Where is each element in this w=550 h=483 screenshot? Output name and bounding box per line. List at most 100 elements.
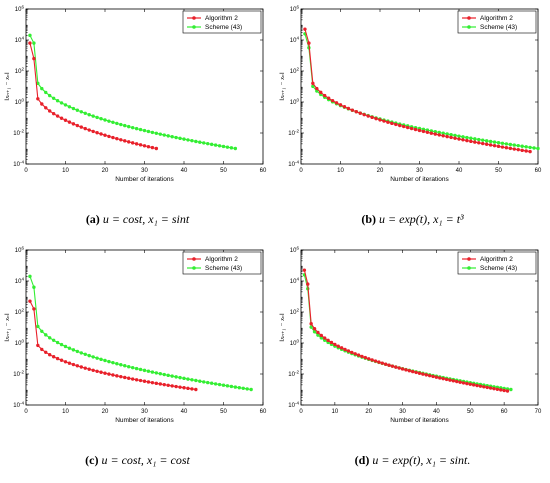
data-point xyxy=(350,108,355,112)
data-point xyxy=(134,142,139,146)
data-point xyxy=(28,41,32,45)
data-point xyxy=(75,108,80,112)
data-point xyxy=(71,362,76,367)
legend-entry: Algorithm 2 xyxy=(480,15,513,22)
data-point xyxy=(306,282,310,286)
data-point xyxy=(99,117,103,121)
legend-marker xyxy=(467,266,471,270)
data-point xyxy=(315,86,319,91)
data-point xyxy=(461,135,465,139)
data-point xyxy=(492,143,497,148)
data-point xyxy=(319,336,324,340)
data-point xyxy=(44,90,48,95)
data-point xyxy=(311,84,315,89)
legend-marker xyxy=(192,16,196,20)
data-point xyxy=(473,140,477,144)
data-point xyxy=(326,338,330,343)
data-point xyxy=(194,139,198,144)
data-point xyxy=(457,134,461,138)
data-point xyxy=(449,135,453,140)
data-point xyxy=(87,367,91,371)
data-point xyxy=(59,358,64,362)
data-point xyxy=(504,142,509,146)
y-tick-label: 104 xyxy=(290,277,300,286)
data-point xyxy=(40,329,44,333)
data-point xyxy=(123,139,127,143)
data-point xyxy=(40,86,44,91)
x-tick-label: 10 xyxy=(332,409,339,415)
data-point xyxy=(83,352,87,356)
data-point xyxy=(154,371,159,375)
data-point xyxy=(142,368,147,373)
y-tick-label: 106 xyxy=(290,5,300,14)
data-point xyxy=(158,132,162,136)
data-point xyxy=(316,330,320,335)
caption-text: u = cost, x₁ = sint xyxy=(102,212,190,226)
data-point xyxy=(107,372,111,376)
data-point xyxy=(134,378,139,382)
data-point xyxy=(146,145,151,149)
data-point xyxy=(316,333,320,337)
y-tick-label: 10-4 xyxy=(13,160,24,169)
data-point xyxy=(309,325,313,329)
data-point xyxy=(130,125,135,130)
legend-entry: Algorithm 2 xyxy=(205,15,238,22)
data-point xyxy=(411,369,415,374)
data-point xyxy=(233,146,238,151)
data-point xyxy=(71,348,76,352)
data-point xyxy=(174,135,178,140)
data-point xyxy=(528,149,532,154)
data-point xyxy=(461,381,466,385)
data-point xyxy=(509,387,513,392)
y-tick-label: 102 xyxy=(290,67,300,76)
data-point xyxy=(162,133,166,137)
data-point xyxy=(95,356,99,360)
data-point xyxy=(433,130,437,134)
data-point xyxy=(233,385,238,389)
y-tick-label: 104 xyxy=(290,36,300,45)
y-tick-label: 100 xyxy=(15,339,25,348)
data-point xyxy=(48,336,52,340)
data-point xyxy=(115,121,119,126)
data-point xyxy=(373,359,378,363)
data-point xyxy=(103,118,107,122)
data-point xyxy=(336,344,340,348)
y-tick-label: 102 xyxy=(15,67,25,76)
data-point xyxy=(99,132,103,136)
x-tick-label: 20 xyxy=(365,409,372,415)
data-point xyxy=(505,389,510,393)
data-point xyxy=(524,145,528,149)
data-point xyxy=(162,372,166,377)
y-tick-label: 106 xyxy=(15,246,25,255)
data-point xyxy=(457,137,461,141)
data-point xyxy=(146,380,151,384)
y-tick-label: 100 xyxy=(15,98,25,107)
x-axis-label: Number of iterations xyxy=(390,176,449,183)
y-tick-exponent: 2 xyxy=(296,308,299,313)
data-point xyxy=(130,365,135,370)
data-point xyxy=(186,386,190,391)
data-point xyxy=(356,353,361,357)
data-point xyxy=(103,133,107,137)
x-tick-label: 30 xyxy=(416,168,423,174)
y-tick-exponent: -4 xyxy=(20,160,24,165)
data-point xyxy=(512,147,516,151)
data-point xyxy=(431,374,435,379)
data-point xyxy=(67,120,72,124)
chart-panel-a: 0 10 20 30 40 50 60 10-4 10-2 100 102 104 106 Number … xyxy=(0,0,275,241)
x-tick-label: 30 xyxy=(141,409,148,415)
data-point xyxy=(307,41,311,45)
data-point xyxy=(127,365,131,369)
data-point xyxy=(190,138,194,143)
legend-entry: Algorithm 2 xyxy=(205,256,238,263)
data-point xyxy=(28,274,32,279)
data-point xyxy=(465,135,469,140)
data-point xyxy=(213,143,218,147)
data-point xyxy=(83,126,87,131)
x-tick-label: 10 xyxy=(62,409,69,415)
data-point xyxy=(63,118,68,122)
data-point xyxy=(51,96,56,100)
data-point xyxy=(417,371,422,375)
data-point xyxy=(394,122,398,127)
data-point xyxy=(142,144,147,148)
